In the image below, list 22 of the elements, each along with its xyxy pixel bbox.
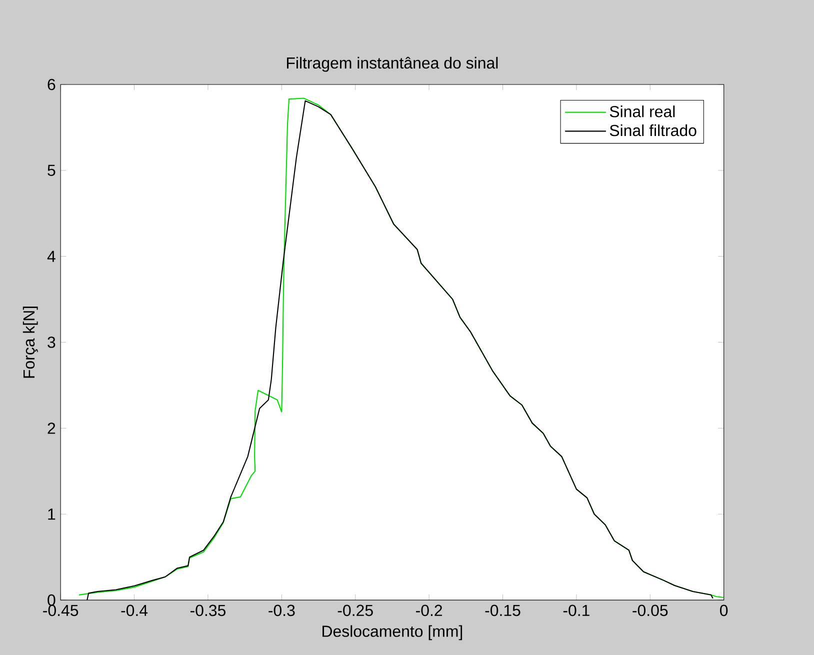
x-tick-label: 0 xyxy=(720,604,728,616)
x-tick-label: -0.35 xyxy=(190,604,226,616)
x-tick-label: -0.25 xyxy=(338,604,373,616)
y-tick-label: 4 xyxy=(47,250,56,262)
y-tick-label: 6 xyxy=(48,78,56,90)
x-tick-label: -0.45 xyxy=(43,604,78,616)
x-tick-label: -0.1 xyxy=(563,604,590,616)
y-tick-label: 2 xyxy=(48,422,56,434)
legend-label: Sinal real xyxy=(610,106,675,118)
x-tick-label: -0.05 xyxy=(632,604,668,616)
chart-title: Filtragem instantânea do sinal xyxy=(287,56,498,72)
y-tick-label: 1 xyxy=(48,508,56,520)
x-tick-label: -0.2 xyxy=(416,604,442,616)
x-tick-label: -0.3 xyxy=(268,604,295,616)
legend-label: Sinal filtrado xyxy=(610,124,696,136)
y-tick-label: 5 xyxy=(48,164,56,176)
x-tick-label: -0.15 xyxy=(485,604,520,616)
x-axis-title: Deslocamento [mm] xyxy=(322,625,462,640)
y-tick-label: 3 xyxy=(48,336,56,348)
x-tick-label: -0.4 xyxy=(121,604,148,616)
y-tick-label: 0 xyxy=(48,594,56,606)
y-axis-title: Força k[N] xyxy=(22,306,38,378)
